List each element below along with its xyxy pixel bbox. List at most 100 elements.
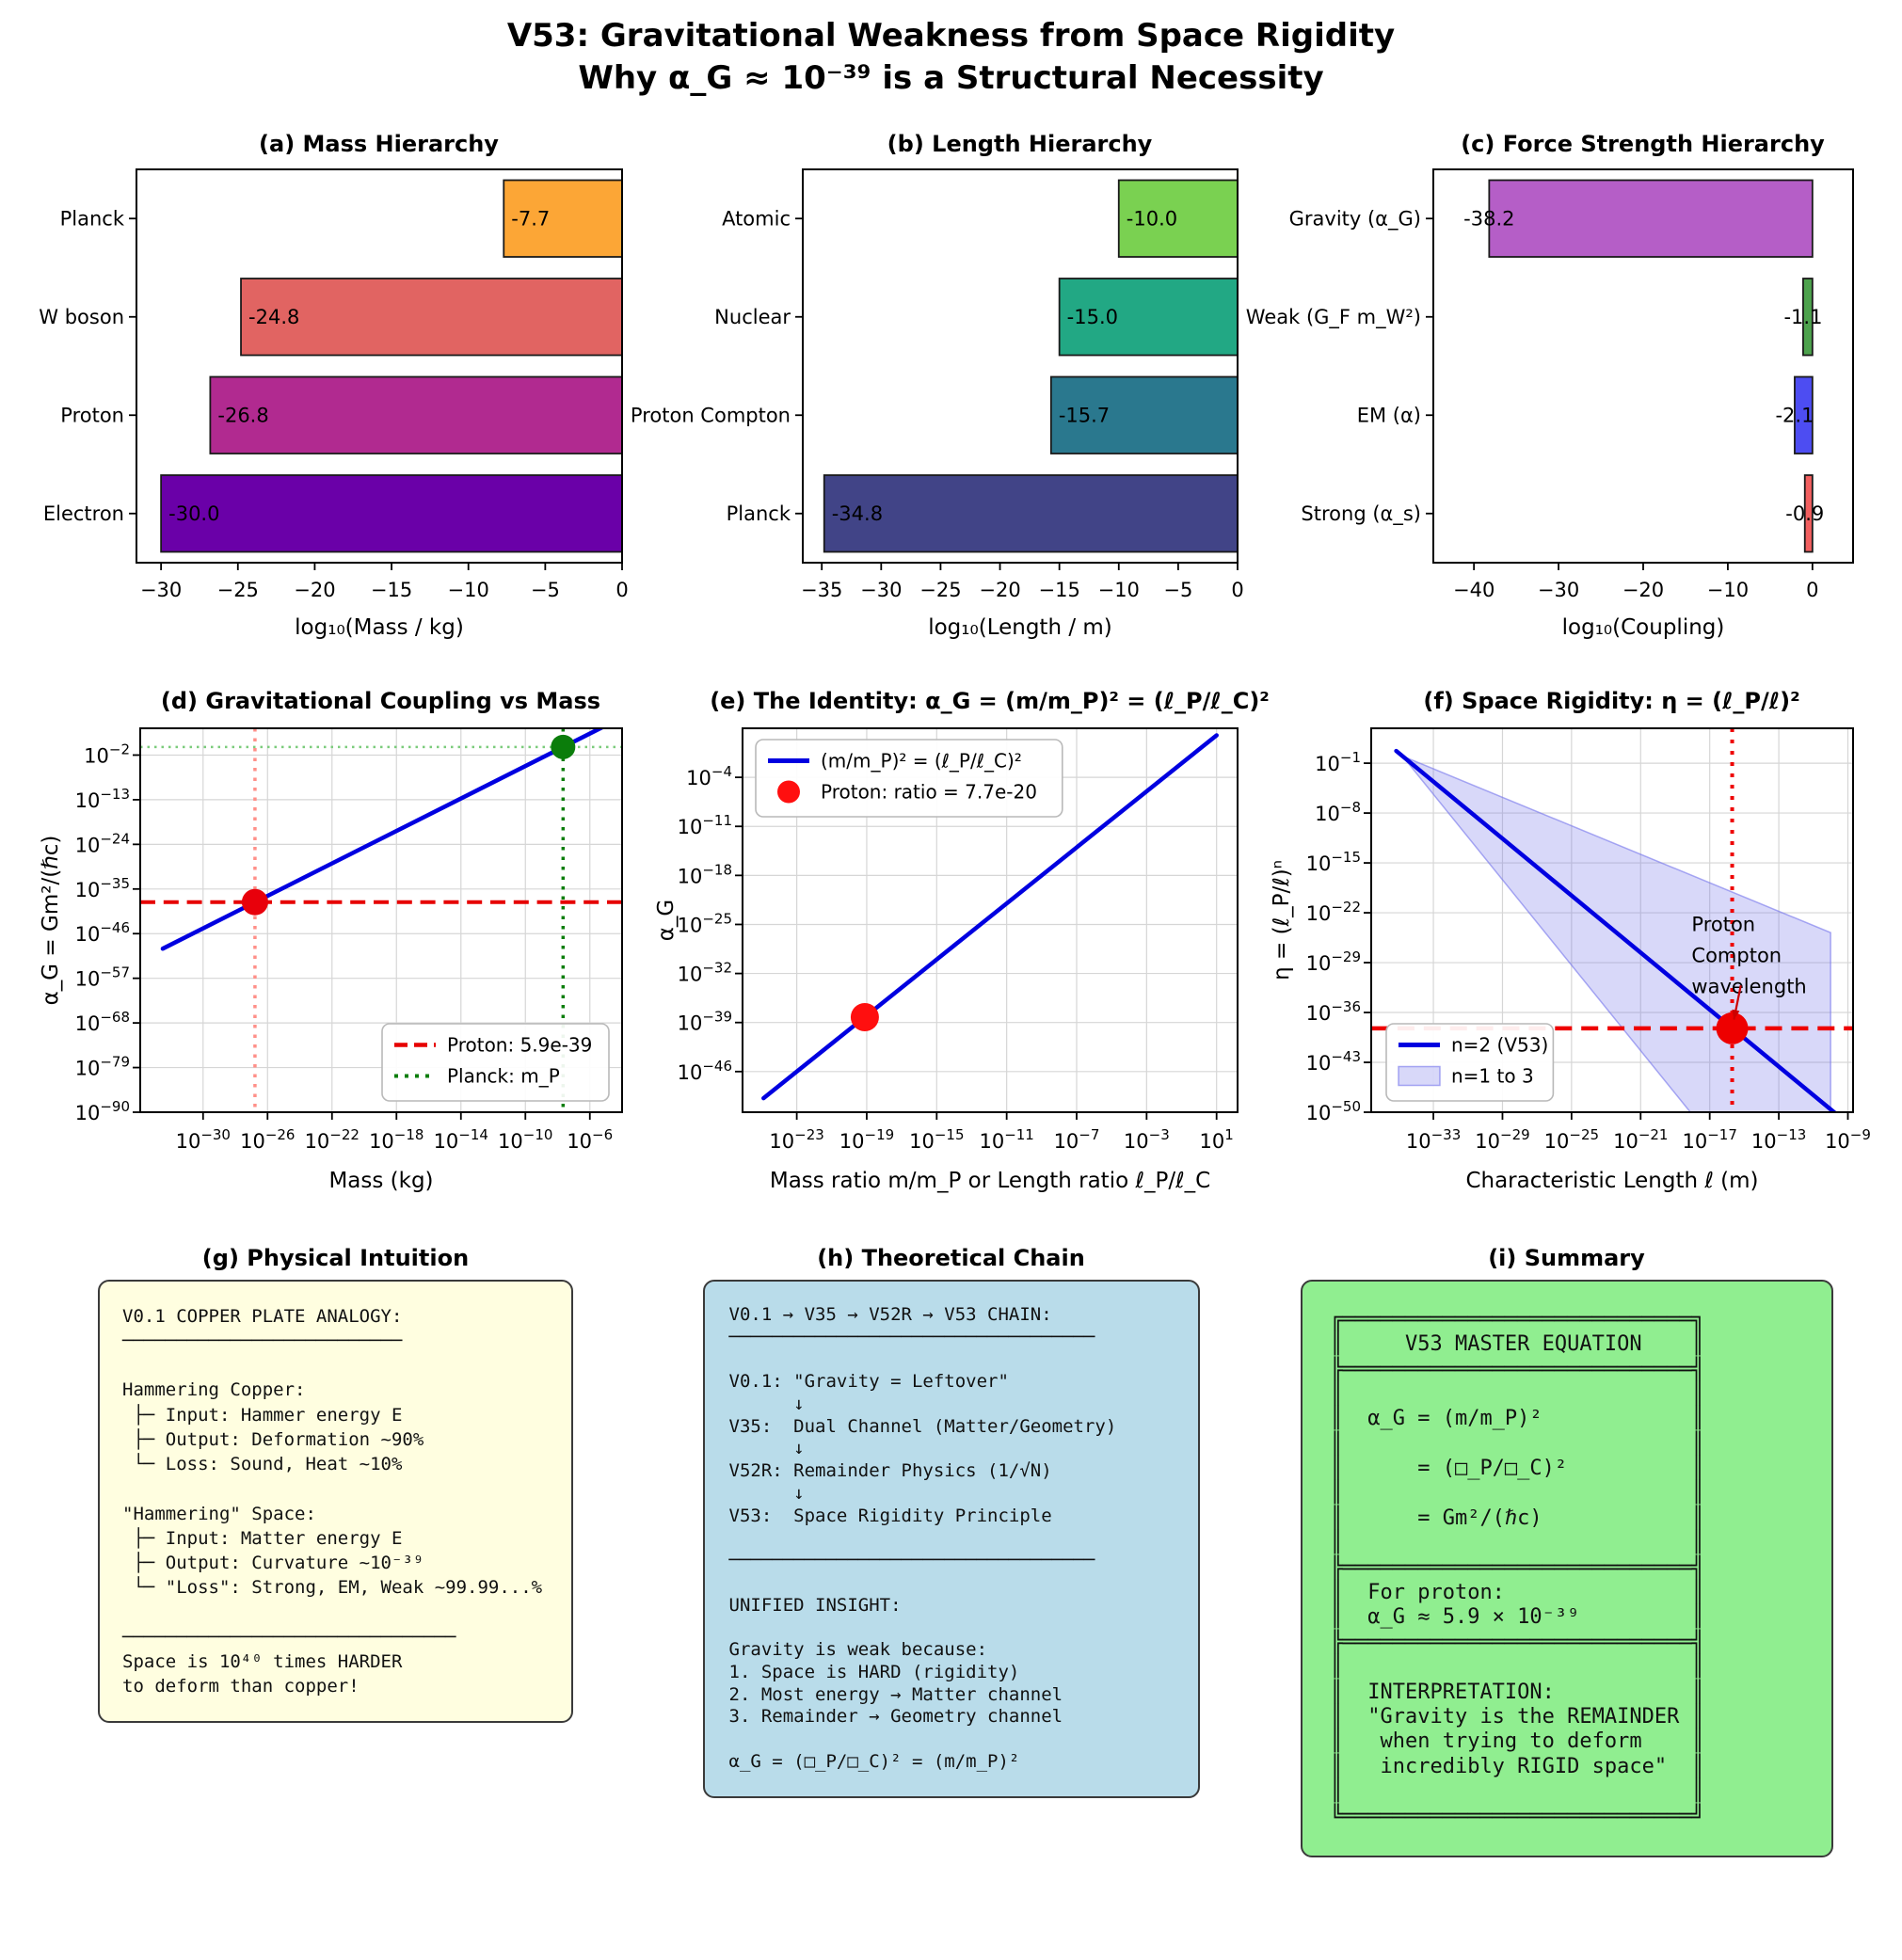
panel-e-title: (e) The Identity: α_G = (m/m_P)² = (ℓ_P/… [710,687,1270,714]
plot-border [741,726,1239,1113]
svg-text:EM (α): EM (α) [1356,404,1420,426]
svg-text:10−8: 10−8 [1315,799,1361,825]
data-point-Proton Compton [1716,1012,1749,1044]
svg-text:Compton: Compton [1691,944,1782,966]
svg-text:−40: −40 [1452,579,1494,601]
svg-text:Proton: ratio = 7.7e-20: Proton: ratio = 7.7e-20 [821,780,1037,803]
data-line [1393,748,1837,1112]
panel-f: (f) Space Rigidity: η = (ℓ_P/ℓ)² Proton C… [1266,685,1871,1206]
plot-data [760,732,1219,1101]
space-rigidity-chart: Proton Compton wavelength 10−33 10−29 10−25 10… [1270,726,1871,1193]
svg-text:10−24: 10−24 [74,830,129,856]
bar-Proton [208,375,623,454]
panel-a-title: (a) Mass Hierarchy [259,130,499,157]
svg-text:10−7: 10−7 [1053,1126,1099,1153]
x-axis-label: log₁₀(Coupling) [1561,615,1724,640]
svg-text:10−46: 10−46 [74,919,129,946]
panel-c-title: (c) Force Strength Hierarchy [1461,130,1825,157]
svg-text:0: 0 [1231,579,1243,601]
axes: Gravity (α_G) Weak (G_F m_W²) EM (α) Strong… [1245,207,1823,640]
plot-border [135,167,623,564]
svg-text:10−35: 10−35 [74,875,129,901]
theoretical-chain-text: V0.1 → V35 → V52R → V53 CHAIN: ─────────… [728,1303,1117,1772]
bar-value-label: -15.7 [1058,404,1109,426]
svg-text:−30: −30 [860,579,902,601]
svg-text:Planck: Planck [726,502,791,525]
panel-a: (a) Mass Hierarchy Planck W boson Proton El… [35,128,637,649]
panel-d-title: (d) Gravitational Coupling vs Mass [160,687,601,714]
bars [159,179,623,553]
svg-text:10−18: 10−18 [677,861,731,887]
x-axis-label: log₁₀(Mass / kg) [295,615,464,640]
svg-text:10−33: 10−33 [1405,1126,1460,1153]
bars [823,179,1239,553]
mass-hierarchy-chart: Planck W boson Proton Electron −30 −25 −20 −15 −… [39,167,628,640]
panel-d: (d) Gravitational Coupling vs Mass 10−30… [35,685,637,1206]
legend: Proton: 5.9e-39 Planck: m_P [380,1022,610,1102]
svg-text:(m/m_P)² = (ℓ_P/ℓ_C)²: (m/m_P)² = (ℓ_P/ℓ_C)² [821,749,1022,772]
coupling-vs-mass-chart: 10−30 10−26 10−22 10−18 10−14 10−10 10−6 10−2 10… [39,726,623,1193]
panel-g: (g) Physical Intuition V0.1 COPPER PLATE… [35,1242,637,1857]
bar-value-label: -2.1 [1775,404,1814,426]
svg-text:10−14: 10−14 [433,1126,487,1153]
panel-h: (h) Theoretical Chain V0.1 → V35 → V52R … [650,1242,1253,1857]
svg-text:10−15: 10−15 [1305,849,1360,875]
svg-text:10−29: 10−29 [1305,948,1360,975]
svg-text:Planck: m_P: Planck: m_P [447,1064,560,1087]
panel-h-title: (h) Theoretical Chain [817,1244,1085,1271]
svg-text:10−11: 10−11 [979,1126,1033,1153]
svg-text:0: 0 [615,579,628,601]
bar-value-label: -26.8 [217,404,268,426]
svg-text:−10: −10 [1097,579,1139,601]
svg-text:W boson: W boson [39,306,124,328]
axes: Planck W boson Proton Electron −30 −25 −20 −15 −… [39,207,628,640]
svg-text:10−9: 10−9 [1825,1126,1871,1153]
bar-value-label: -10.0 [1126,207,1176,230]
svg-text:Weak (G_F m_W²): Weak (G_F m_W²) [1245,306,1420,329]
bars [1487,179,1814,553]
svg-text:10−30: 10−30 [175,1126,230,1153]
panel-f-title: (f) Space Rigidity: η = (ℓ_P/ℓ)² [1423,687,1800,714]
svg-text:−10: −10 [447,579,488,601]
svg-text:10−4: 10−4 [686,763,732,789]
svg-text:−5: −5 [530,579,559,601]
svg-text:Strong (α_s): Strong (α_s) [1301,502,1421,526]
plot-border [1431,167,1854,564]
svg-text:10−57: 10−57 [74,964,129,990]
svg-text:10−90: 10−90 [74,1098,129,1124]
plot-border [801,167,1239,564]
svg-text:10−10: 10−10 [498,1126,552,1153]
figure-title-line2: Why α_G ≈ 10⁻³⁹ is a Structural Necessit… [578,58,1324,97]
svg-text:−20: −20 [294,579,335,601]
y-axis-label: η = (ℓ_P/ℓ)ⁿ [1270,860,1294,980]
bar-Proton Compton [1049,375,1239,454]
panel-i: (i) Summary ╔═══════════════════════════… [1266,1242,1868,1857]
svg-text:10−79: 10−79 [74,1053,129,1079]
panel-b: (b) Length Hierarchy Atomic Nuclear Proton… [630,128,1253,649]
svg-text:10−13: 10−13 [1750,1126,1805,1153]
svg-text:Proton: 5.9e-39: Proton: 5.9e-39 [447,1033,592,1056]
bar-Weak (G_F m_W²) [1801,277,1814,357]
data-line [760,732,1219,1101]
svg-text:Planck: Planck [59,207,124,230]
summary-master-equation-box: ╔════════════════════════════╗ ║ V53 MAS… [1300,1279,1833,1857]
svg-text:−15: −15 [1038,579,1079,601]
axes: 10−33 10−29 10−25 10−21 10−17 10−13 10−9 10−1 10… [1270,749,1871,1193]
bar-value-label: -7.7 [511,207,550,230]
panel-g-title: (g) Physical Intuition [201,1244,470,1271]
svg-text:Atomic: Atomic [722,207,791,230]
svg-text:Nuclear: Nuclear [714,306,791,328]
svg-text:10−25: 10−25 [1543,1126,1598,1153]
identity-chart: 10−23 10−19 10−15 10−11 10−7 10−3 101 10−4 10−11… [654,726,1239,1193]
svg-text:Proton: Proton [1691,913,1755,935]
bar-Nuclear [1058,277,1239,357]
svg-text:wavelength: wavelength [1691,975,1806,997]
svg-text:Proton: Proton [60,404,124,426]
svg-text:10−3: 10−3 [1123,1126,1169,1153]
x-axis-label: Mass (kg) [328,1169,433,1193]
panel-e: (e) The Identity: α_G = (m/m_P)² = (ℓ_P/… [650,685,1270,1206]
annotation: Proton Compton wavelength [1691,913,1806,1020]
bar-value-label: -34.8 [831,502,882,525]
